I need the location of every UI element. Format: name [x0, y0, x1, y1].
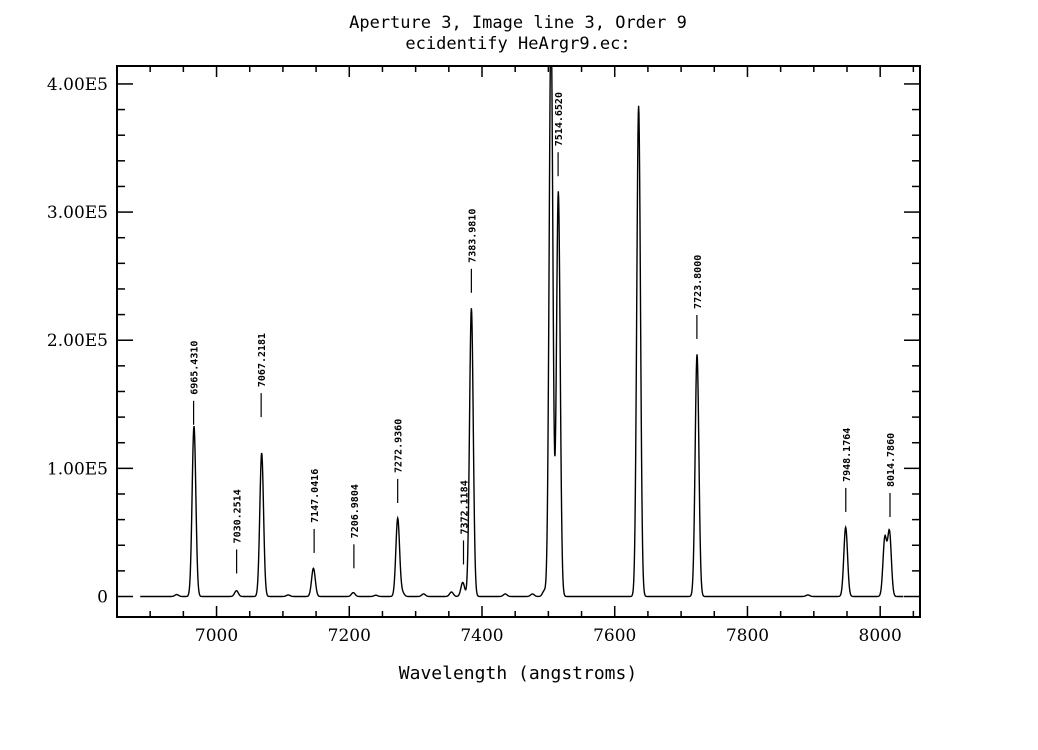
line-id-label: 7272.9360 [394, 419, 405, 473]
x-tick-label: 8000 [859, 626, 902, 646]
y-tick-label: 0 [97, 587, 108, 607]
x-tick-label: 7600 [593, 626, 636, 646]
line-id-label: 7030.2514 [233, 489, 244, 543]
axis-ticks [116, 66, 920, 617]
line-id-label: 7514.6520 [554, 92, 565, 146]
y-tick-label: 4.00E5 [47, 75, 108, 95]
x-axis-label: Wavelength (angstroms) [399, 663, 637, 684]
line-id-label: 7206.9804 [350, 484, 361, 538]
line-id-label: 7067.2181 [257, 333, 268, 387]
chart-title: Aperture 3, Image line 3, Order 9 [349, 13, 687, 33]
line-id-label: 7383.9810 [467, 209, 478, 263]
spectrum-line [140, 67, 904, 598]
line-id-label: 6965.4310 [190, 341, 201, 395]
x-tick-label: 7800 [726, 626, 769, 646]
x-tick-label: 7200 [328, 626, 371, 646]
y-tick-label: 3.00E5 [47, 203, 108, 223]
tick-labels: 7000 7200 7400 7600 7800 8000 0 1.00E5 2.00E5 3.0… [47, 75, 902, 646]
line-id-label: 7147.0416 [310, 469, 321, 523]
chart-subtitle: ecidentify HeArgr9.ec: [405, 34, 630, 54]
line-identifications: 6965.4310 7030.2514 7067.2181 7147.0416 7206… [190, 92, 897, 574]
line-id-label: 7948.1764 [842, 428, 853, 482]
line-id-label: 7723.8000 [693, 255, 704, 309]
y-tick-label: 2.00E5 [47, 331, 108, 351]
y-tick-label: 1.00E5 [47, 459, 108, 479]
x-tick-label: 7400 [460, 626, 503, 646]
line-id-label: 7372.1184 [459, 480, 470, 534]
line-id-label: 8014.7860 [886, 433, 897, 487]
plot-frame [116, 65, 921, 618]
x-tick-label: 7000 [195, 626, 238, 646]
